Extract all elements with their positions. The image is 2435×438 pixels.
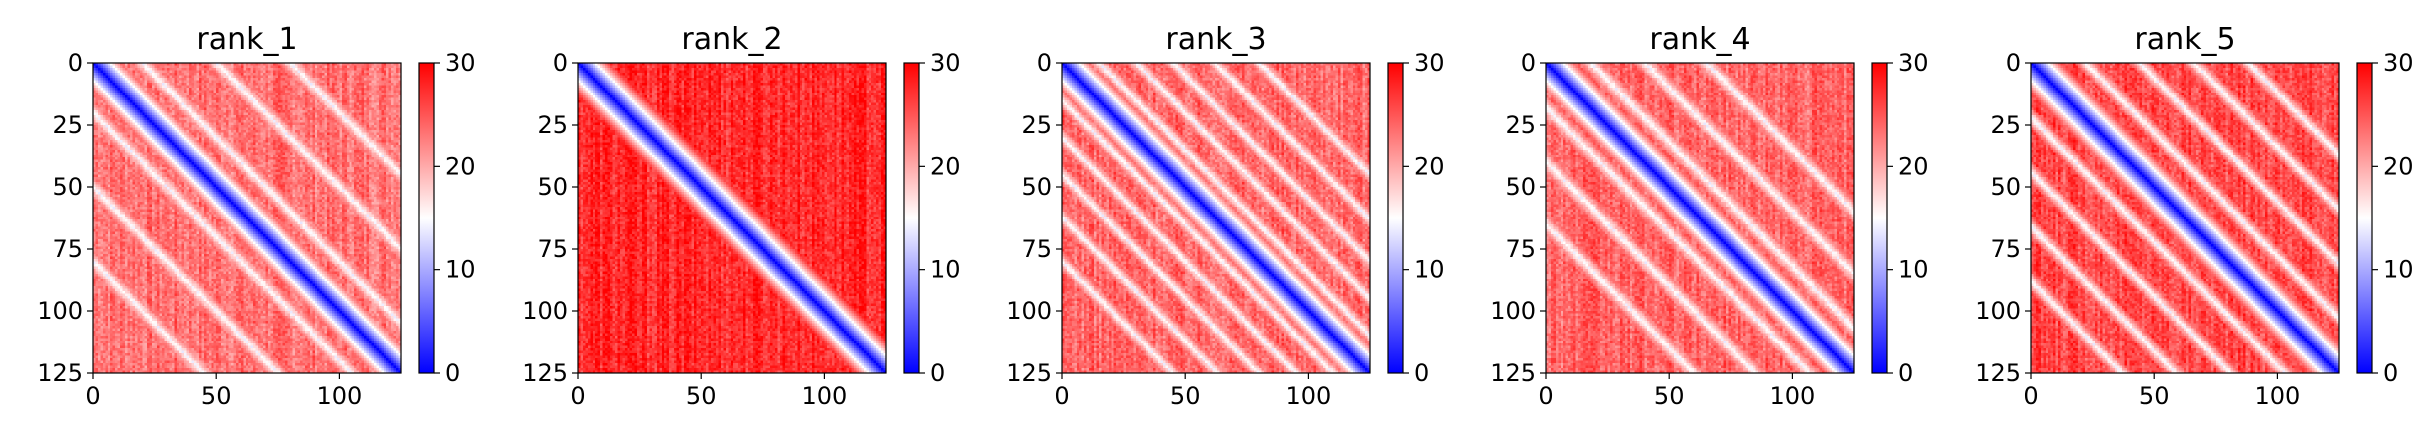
- y-tick-label: 25: [52, 111, 83, 139]
- x-tick-label: 100: [801, 382, 847, 410]
- x-tick-label: 50: [201, 382, 232, 410]
- x-tick-label: 0: [2023, 382, 2038, 410]
- y-tick-label: 0: [553, 49, 568, 77]
- y-tick-label: 75: [1990, 235, 2021, 263]
- y-tick-label: 50: [1021, 173, 1052, 201]
- axes-frame: [1061, 62, 1371, 374]
- x-tick-label: 100: [316, 382, 362, 410]
- x-tick-label: 0: [1054, 382, 1069, 410]
- x-tick-label: 50: [686, 382, 717, 410]
- chart-title: rank_3: [1165, 22, 1266, 57]
- y-tick-label: 25: [1021, 111, 1052, 139]
- x-tick-label: 100: [2254, 382, 2300, 410]
- chart-title: rank_2: [681, 22, 782, 57]
- colorbar-tick-label: 20: [930, 152, 961, 180]
- colorbar-tick-label: 0: [445, 359, 460, 387]
- y-tick-label: 50: [1990, 173, 2021, 201]
- y-tick-label: 125: [37, 359, 83, 387]
- colorbar-tick-label: 0: [930, 359, 945, 387]
- y-tick-label: 25: [1990, 111, 2021, 139]
- x-tick-label: 50: [1170, 382, 1201, 410]
- colorbar-tick-label: 20: [2383, 152, 2414, 180]
- colorbar: [1871, 62, 1888, 374]
- y-tick-label: 100: [1490, 297, 1536, 325]
- heatmap-image: [1546, 63, 1854, 373]
- heatmap-image: [578, 63, 886, 373]
- y-tick-label: 75: [1505, 235, 1536, 263]
- x-tick-label: 100: [1769, 382, 1815, 410]
- y-tick-label: 50: [1505, 173, 1536, 201]
- colorbar-tick-label: 10: [1414, 256, 1445, 284]
- colorbar-tick-label: 10: [445, 256, 476, 284]
- y-tick-label: 0: [2006, 49, 2021, 77]
- heatmap-image: [2031, 63, 2339, 373]
- x-tick-label: 0: [570, 382, 585, 410]
- colorbar-tick-label: 0: [2383, 359, 2398, 387]
- heatmap-image: [93, 63, 401, 373]
- colorbar-tick-label: 30: [930, 49, 961, 77]
- axes-frame: [1545, 62, 1855, 374]
- colorbar-tick-label: 0: [1898, 359, 1913, 387]
- y-tick-label: 100: [522, 297, 568, 325]
- axes-frame: [2030, 62, 2340, 374]
- y-tick-label: 75: [537, 235, 568, 263]
- x-tick-label: 0: [85, 382, 100, 410]
- y-tick-label: 125: [522, 359, 568, 387]
- colorbar: [418, 62, 435, 374]
- y-tick-label: 0: [68, 49, 83, 77]
- y-tick-label: 25: [537, 111, 568, 139]
- y-tick-label: 75: [1021, 235, 1052, 263]
- y-tick-label: 75: [52, 235, 83, 263]
- chart-title: rank_5: [2134, 22, 2235, 57]
- colorbar-tick-label: 20: [1898, 152, 1929, 180]
- colorbar-tick-label: 30: [2383, 49, 2414, 77]
- colorbar: [903, 62, 920, 374]
- heatmap-image: [1062, 63, 1370, 373]
- x-tick-label: 100: [1285, 382, 1331, 410]
- y-tick-label: 125: [1975, 359, 2021, 387]
- colorbar-tick-label: 0: [1414, 359, 1429, 387]
- y-tick-label: 50: [537, 173, 568, 201]
- x-tick-label: 50: [2139, 382, 2170, 410]
- x-tick-label: 50: [1654, 382, 1685, 410]
- chart-title: rank_4: [1649, 22, 1750, 57]
- chart-title: rank_1: [196, 22, 297, 57]
- colorbar-tick-label: 30: [1898, 49, 1929, 77]
- y-tick-label: 0: [1521, 49, 1536, 77]
- y-tick-label: 125: [1006, 359, 1052, 387]
- y-tick-label: 100: [37, 297, 83, 325]
- x-tick-label: 0: [1538, 382, 1553, 410]
- y-tick-label: 125: [1490, 359, 1536, 387]
- colorbar-tick-label: 20: [445, 152, 476, 180]
- y-tick-label: 100: [1975, 297, 2021, 325]
- colorbar-tick-label: 30: [1414, 49, 1445, 77]
- y-tick-label: 0: [1037, 49, 1052, 77]
- colorbar-tick-label: 10: [930, 256, 961, 284]
- axes-frame: [577, 62, 887, 374]
- axes-frame: [92, 62, 402, 374]
- colorbar-tick-label: 10: [1898, 256, 1929, 284]
- y-tick-label: 25: [1505, 111, 1536, 139]
- colorbar-tick-label: 10: [2383, 256, 2414, 284]
- y-tick-label: 100: [1006, 297, 1052, 325]
- colorbar-tick-label: 30: [445, 49, 476, 77]
- colorbar: [2356, 62, 2373, 374]
- colorbar-tick-label: 20: [1414, 152, 1445, 180]
- colorbar: [1387, 62, 1404, 374]
- y-tick-label: 50: [52, 173, 83, 201]
